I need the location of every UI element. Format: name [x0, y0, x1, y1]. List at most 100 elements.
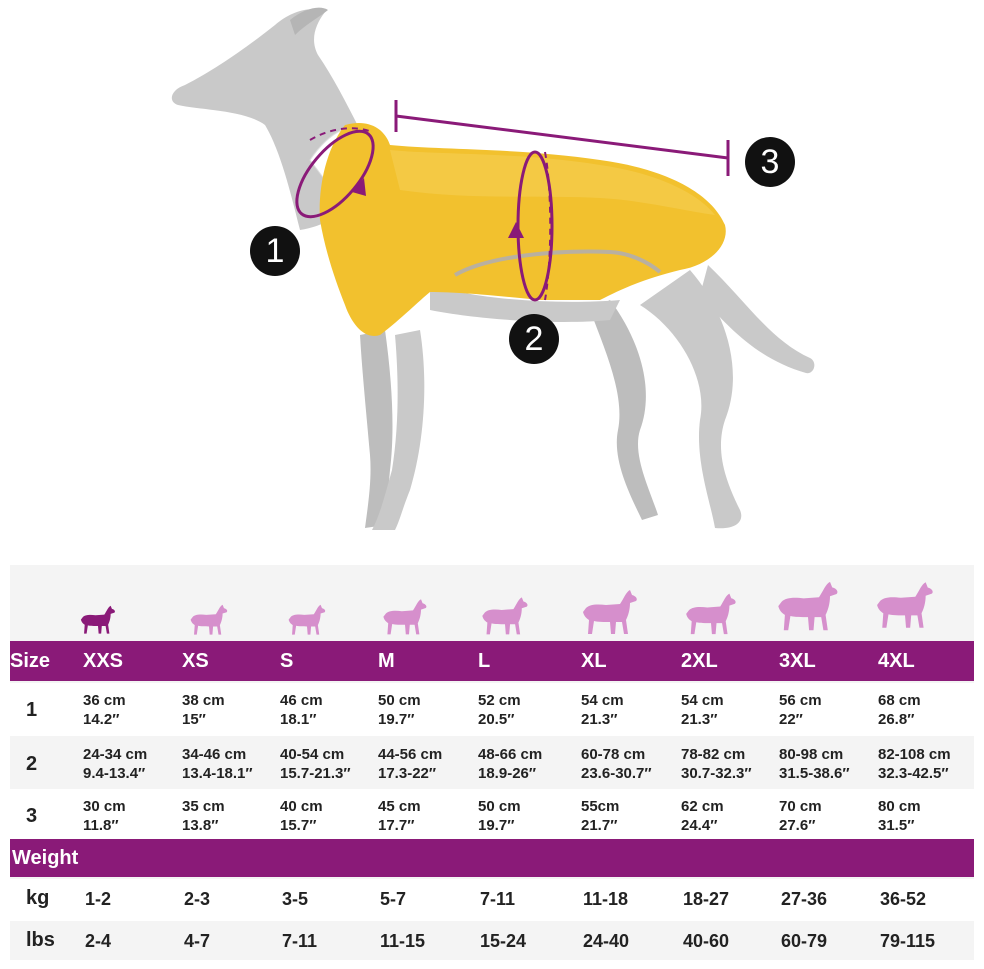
- cell-inch: 13.4-18.1″: [182, 765, 253, 782]
- measurement-cell: 78-82 cm 30.7-32.3″: [681, 745, 752, 783]
- weight-cell: 4-7: [184, 931, 211, 951]
- chest-arrow-icon: [508, 222, 524, 238]
- cell-inch: 26.8″: [878, 711, 915, 728]
- cell-cm: 68 cm: [878, 692, 921, 709]
- measurement-row-label: 3: [26, 805, 38, 827]
- cell-inch: 14.2″: [83, 711, 120, 728]
- cell-inch: 17.3-22″: [378, 765, 437, 782]
- measurement-cell: 54 cm 21.3″: [681, 691, 724, 729]
- cell-cm: 60-78 cm: [581, 746, 646, 763]
- neck-measurement-ring: [295, 129, 375, 219]
- dog-icon-xl: [583, 590, 637, 634]
- weight-cell: 18-27: [683, 889, 730, 909]
- dog-icon-m: [383, 599, 427, 635]
- size-header-label: Size: [10, 650, 51, 672]
- weight-header-label: Weight: [12, 847, 79, 869]
- cell-inch: 21.3″: [581, 711, 618, 728]
- dog-icon-l: [482, 597, 528, 635]
- weight-cell: 24-40: [583, 931, 630, 951]
- size-label-xxs: XXS: [83, 650, 124, 672]
- weight-cell: 79-115: [880, 931, 936, 951]
- measurement-row-label: 1: [26, 699, 38, 721]
- measurement-cell: 52 cm 20.5″: [478, 691, 521, 729]
- dog-icon-xs: [190, 604, 228, 635]
- cell-cm: 55cm: [581, 798, 620, 815]
- weight-cell: 5-7: [380, 889, 407, 909]
- cell-inch: 17.7″: [378, 817, 415, 834]
- measurement-cell: 54 cm 21.3″: [581, 691, 624, 729]
- measurement-cell: 35 cm 13.8″: [182, 797, 225, 835]
- cell-cm: 48-66 cm: [478, 746, 543, 763]
- size-label-3xl: 3XL: [779, 650, 816, 672]
- weight-row-label: kg: [26, 887, 50, 909]
- cell-cm: 35 cm: [182, 798, 225, 815]
- measurement-cell: 62 cm 24.4″: [681, 797, 724, 835]
- measurement-cell: 36 cm 14.2″: [83, 691, 126, 729]
- cell-cm: 80-98 cm: [779, 746, 844, 763]
- cell-cm: 50 cm: [378, 692, 421, 709]
- weight-cell: 11-15: [380, 931, 426, 951]
- cell-inch: 19.7″: [378, 711, 415, 728]
- measurement-cell: 82-108 cm 32.3-42.5″: [878, 745, 951, 783]
- cell-cm: 50 cm: [478, 798, 521, 815]
- cell-inch: 9.4-13.4″: [83, 765, 146, 782]
- cell-cm: 44-56 cm: [378, 746, 443, 763]
- cell-inch: 18.9-26″: [478, 765, 537, 782]
- dog-icon-4xl: [877, 582, 933, 628]
- cell-inch: 22″: [779, 711, 803, 728]
- cell-inch: 30.7-32.3″: [681, 765, 752, 782]
- cell-inch: 19.7″: [478, 817, 515, 834]
- cell-inch: 27.6″: [779, 817, 816, 834]
- marker-2: 2: [509, 314, 559, 364]
- measurement-row-label: 2: [26, 753, 38, 775]
- measurement-cell: 40-54 cm 15.7-21.3″: [280, 745, 351, 783]
- cell-inch: 13.8″: [182, 817, 219, 834]
- measurement-cell: 40 cm 15.7″: [280, 797, 323, 835]
- measurement-cell: 50 cm 19.7″: [378, 691, 421, 729]
- neck-arrow-icon: [352, 178, 366, 196]
- cell-inch: 21.7″: [581, 817, 618, 834]
- cell-cm: 56 cm: [779, 692, 822, 709]
- cell-cm: 80 cm: [878, 798, 921, 815]
- size-label-xl: XL: [581, 650, 607, 672]
- measurement-cell: 38 cm 15″: [182, 691, 225, 729]
- weight-cell: 2-3: [184, 889, 211, 909]
- cell-inch: 15.7-21.3″: [280, 765, 351, 782]
- cell-cm: 54 cm: [581, 692, 624, 709]
- measurement-cell: 56 cm 22″: [779, 691, 822, 729]
- cell-cm: 30 cm: [83, 798, 126, 815]
- measurement-row-2: 2 24-34 cm 9.4-13.4″ 34-46 cm 13.4-18.1″ 40-5…: [10, 737, 974, 788]
- dog-back-leg-near: [640, 270, 742, 529]
- measurement-row-3: 3 30 cm 11.8″ 35 cm 13.8″ 40 cm 15.7″ 45 cm 17.7…: [10, 789, 974, 839]
- weight-cell: 27-36: [781, 889, 828, 909]
- cell-inch: 24.4″: [681, 817, 718, 834]
- cell-inch: 32.3-42.5″: [878, 765, 949, 782]
- weight-row-lbs: lbs 2-4 4-7 7-11 11-15 15-24 24-40 40-60 60-79 79…: [10, 921, 974, 961]
- size-label-l: L: [478, 650, 491, 672]
- measurement-cell: 70 cm 27.6″: [779, 797, 822, 835]
- size-label-m: M: [378, 650, 395, 672]
- cell-cm: 46 cm: [280, 692, 323, 709]
- cell-inch: 18.1″: [280, 711, 317, 728]
- dog-belly: [430, 285, 620, 322]
- size-label-2xl: 2XL: [681, 650, 718, 672]
- cell-cm: 78-82 cm: [681, 746, 746, 763]
- dog-front-leg-far: [360, 330, 393, 528]
- marker-3: 3: [745, 137, 795, 187]
- cell-inch: 15.7″: [280, 817, 317, 834]
- marker-1: 1: [250, 226, 300, 276]
- cell-cm: 36 cm: [83, 692, 126, 709]
- dog-icon-xxs: [80, 605, 115, 634]
- chest-measurement-dash: [544, 151, 552, 301]
- weight-cell: 15-24: [480, 931, 527, 951]
- weight-cell: 7-11: [480, 889, 516, 909]
- cell-cm: 40 cm: [280, 798, 323, 815]
- weight-cell: 40-60: [683, 931, 730, 951]
- measurement-cell: 68 cm 26.8″: [878, 691, 921, 729]
- cell-inch: 11.8″: [83, 817, 119, 834]
- cell-cm: 45 cm: [378, 798, 421, 815]
- measurement-cell: 24-34 cm 9.4-13.4″: [83, 745, 147, 783]
- weight-cell: 11-18: [583, 889, 629, 909]
- weight-header-bar: Weight: [10, 839, 974, 877]
- cell-inch: 23.6-30.7″: [581, 765, 652, 782]
